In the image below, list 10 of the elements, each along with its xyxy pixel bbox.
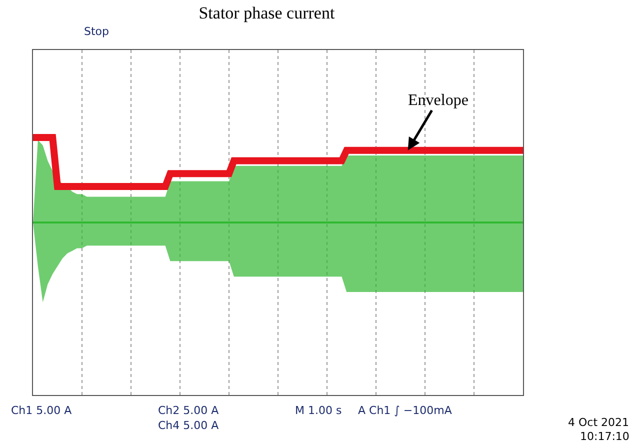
chart-title: Stator phase current xyxy=(198,4,335,23)
text: M 1.00 s xyxy=(295,404,342,417)
text: 10:17:10 xyxy=(580,430,630,443)
text: Ch2 5.00 A xyxy=(158,404,220,417)
text: Stop xyxy=(84,25,110,38)
text: Ch1 5.00 A xyxy=(11,404,72,417)
text: Ch4 5.00 A xyxy=(158,419,220,432)
annotation: Envelope xyxy=(408,92,468,109)
text: A Ch1 ∫ −100mA xyxy=(358,404,452,417)
text: 4 Oct 2021 xyxy=(568,416,630,429)
